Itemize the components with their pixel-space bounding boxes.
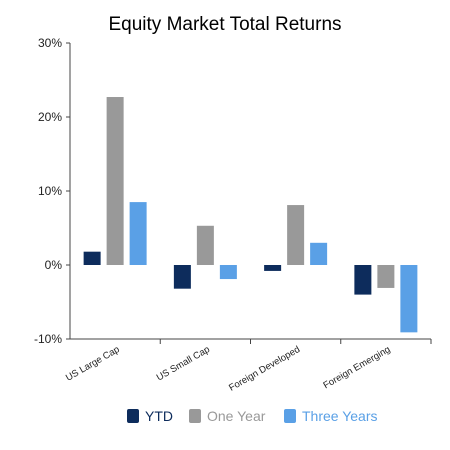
- bar-three-years-us-small-cap: [219, 265, 237, 280]
- y-tick-labels: -10% 0% 10% 20% 30%: [34, 36, 62, 346]
- legend-swatch-ytd: [127, 409, 139, 423]
- chart-title: Equity Market Total Returns: [108, 14, 341, 35]
- x-tick-label: US Small Cap: [155, 344, 212, 383]
- legend-label-three-years: Three Years: [302, 408, 378, 424]
- bar-one-year-us-large-cap: [106, 97, 124, 266]
- bar-three-years-us-large-cap: [129, 202, 147, 265]
- x-tick-label: Foreign Developed: [227, 344, 302, 394]
- legend-label-ytd: YTD: [145, 408, 173, 424]
- y-tick-label: 30%: [38, 36, 62, 50]
- y-tick-label: -10%: [34, 332, 62, 346]
- legend-label-one-year: One Year: [207, 408, 266, 424]
- bar-three-years-foreign-developed: [310, 242, 328, 265]
- bars: [83, 97, 418, 333]
- x-tick-label: US Large Cap: [64, 344, 122, 384]
- bar-one-year-us-small-cap: [196, 225, 214, 265]
- y-tick-label: 20%: [38, 110, 62, 124]
- bar-one-year-foreign-developed: [287, 205, 305, 265]
- y-tick-label: 0%: [45, 258, 63, 272]
- x-tick-labels: US Large Cap US Small Cap Foreign Develope…: [64, 344, 392, 394]
- bar-ytd-us-small-cap: [173, 265, 191, 289]
- bar-ytd-us-large-cap: [83, 251, 101, 265]
- x-tick-label: Foreign Emerging: [321, 344, 392, 391]
- bar-three-years-foreign-emerging: [400, 265, 418, 333]
- bar-ytd-foreign-developed: [264, 265, 282, 271]
- axes: [66, 42, 432, 344]
- bar-ytd-foreign-emerging: [354, 265, 372, 295]
- legend-swatch-three-years: [284, 409, 296, 423]
- bar-one-year-foreign-emerging: [377, 265, 395, 288]
- legend-swatch-one-year: [189, 409, 201, 423]
- y-tick-label: 10%: [38, 184, 62, 198]
- legend: YTD One Year Three Years: [127, 408, 378, 424]
